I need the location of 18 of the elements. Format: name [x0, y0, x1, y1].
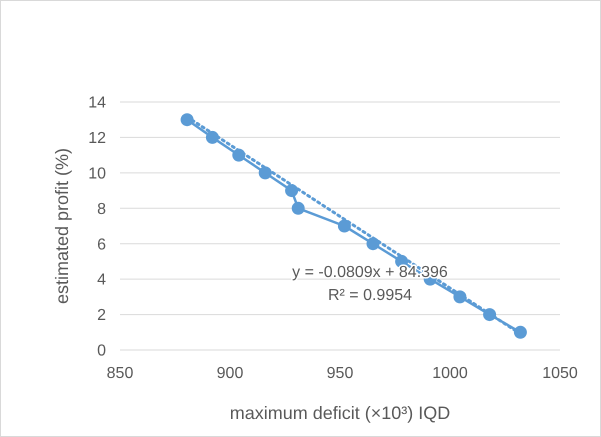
y-tick-label: 14 — [88, 94, 106, 112]
point — [292, 202, 305, 215]
y-tick-label: 10 — [88, 165, 106, 182]
x-axis-title: maximum deficit (×10³) IQD — [230, 403, 450, 423]
x-tick-label: 1050 — [542, 365, 578, 382]
y-tick-label: 4 — [97, 272, 106, 289]
point — [338, 220, 351, 232]
y-axis-title: estimated profit (%) — [52, 148, 72, 304]
y-tick-label: 2 — [97, 307, 106, 324]
x-tick-label: 900 — [216, 365, 244, 382]
annotation: R² = 0.9954 — [328, 287, 412, 304]
x-tick-label: 850 — [106, 365, 134, 382]
y-tick-label: 0 — [97, 342, 106, 360]
x-tick-label: 950 — [326, 365, 354, 382]
y-tick-label: 8 — [97, 200, 106, 218]
x-tick-label: 1000 — [432, 365, 468, 382]
y-tick-label: 12 — [88, 130, 106, 148]
y-tick-label: 6 — [97, 236, 106, 254]
